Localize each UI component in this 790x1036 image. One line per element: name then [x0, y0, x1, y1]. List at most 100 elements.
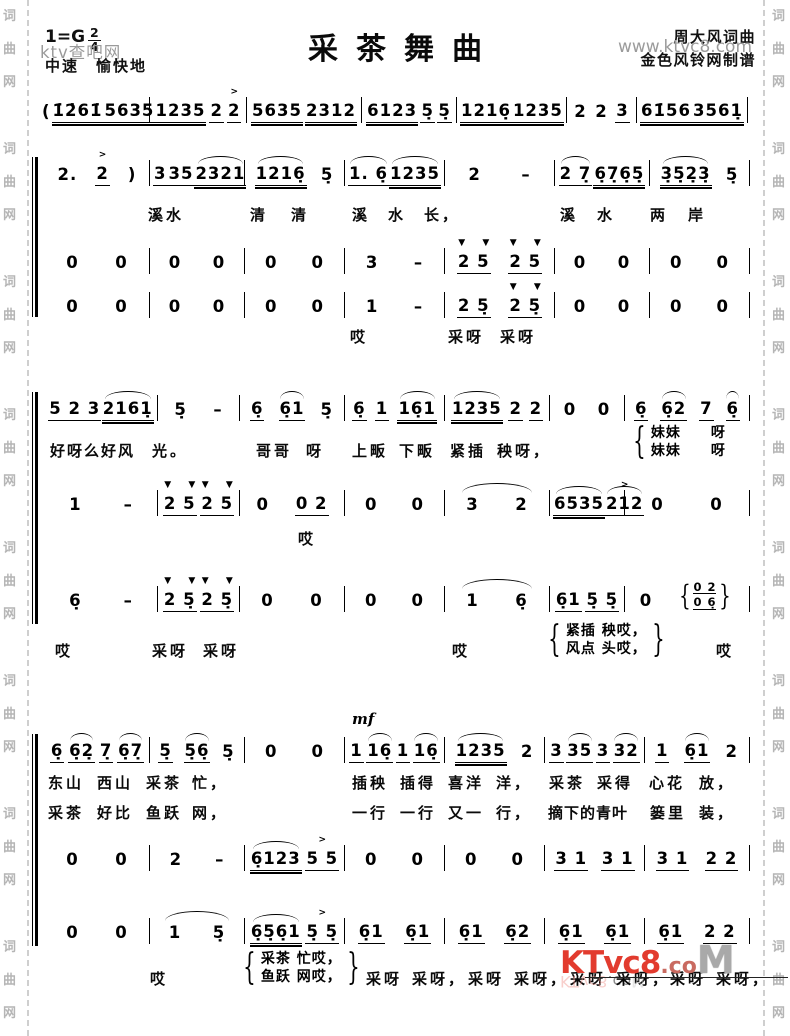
note-group: 1 — [365, 297, 379, 316]
watermark-char-left: 词 — [3, 940, 17, 955]
note-group: 2 5̣ — [456, 296, 491, 318]
note-group: 0 — [365, 495, 378, 514]
watermark-char-left: 词 — [3, 541, 17, 556]
note-group: 3 — [153, 164, 168, 186]
note-group: 0 — [212, 253, 226, 272]
watermark-char-right: 网 — [772, 75, 786, 90]
note-group: 1 — [69, 495, 82, 514]
lyric-word: 采呀 — [366, 970, 403, 988]
note-group: 0 — [256, 495, 269, 514]
note-group: 0 — [617, 253, 631, 272]
measure: 6̣ 6̣1 5̣ — [240, 391, 345, 421]
measure: 0 0 2 — [240, 490, 345, 516]
slur-arc — [69, 733, 94, 741]
accent-mark: > — [318, 835, 334, 845]
lyric-word: 光。 — [152, 442, 189, 460]
lyric-word: 忙， — [192, 774, 229, 792]
note-group: 5̣ — [158, 741, 173, 763]
note-group: 7 — [699, 399, 714, 421]
key-signature: 1=G 2 4 — [45, 26, 101, 53]
note-group: 0 — [617, 297, 631, 316]
accent-mark: ▼ ▼ — [164, 576, 203, 586]
watermark-site: www.ktvc8.com — [618, 37, 752, 57]
note-group: 1̇2̇61̇ — [51, 101, 104, 126]
note-group: 1 — [168, 923, 182, 942]
note-group: 3 — [365, 253, 379, 272]
note-group: 6̣ — [49, 741, 65, 763]
watermark-char-right: 网 — [772, 208, 786, 223]
lyric-word: 紧插 — [450, 442, 487, 460]
measure: 61̇56 3561̣ — [637, 97, 748, 126]
note-group: 0 — [115, 253, 128, 272]
accent-mark: ▼ ▼ — [509, 238, 548, 248]
measure: 6̣1 6̣2 — [445, 918, 545, 944]
note-group: 5̣ — [320, 400, 333, 419]
notation-row-s3-voice3: 0 0 1 5̣ 6̣5̣6̣1 5̣ 5̣ >6̣1 6̣1 6̣1 6̣2 6̣1 6̣1 6̣1 2… — [45, 908, 750, 947]
measure: 1 6̣1 2 — [645, 733, 750, 763]
note-group: 0 — [411, 850, 424, 869]
lyric-word: 一行 — [352, 804, 389, 822]
note-group: 0 — [716, 297, 729, 316]
measure: 2 5̣ 2 5̣ ▼ ▼ — [445, 282, 555, 318]
note-group: 6̣ — [352, 399, 367, 421]
lyric-word: 水 — [388, 206, 407, 224]
watermark-char-right: 曲 — [772, 840, 786, 855]
slur-arc — [453, 391, 500, 399]
note-group: 2 — [169, 850, 183, 869]
note-group: 1235 — [154, 101, 207, 126]
note-group: 5̣ — [437, 101, 452, 123]
note-group: 0 — [716, 253, 729, 272]
lyric-word: 采呀 — [203, 642, 240, 660]
note-group: 0 — [465, 850, 478, 869]
note-group: 2. — [57, 165, 78, 184]
note-group: 5635 — [103, 101, 156, 126]
note-group: 0 — [670, 253, 683, 272]
left-dashed-line — [27, 0, 29, 1036]
slur-arc — [556, 486, 602, 494]
lyric-word: 溪水 — [148, 206, 185, 224]
tie-arc — [461, 579, 533, 589]
note-group: 0 — [265, 297, 278, 316]
lyric-word: 一行 — [400, 804, 437, 822]
measure: 6̣1 6̣1 — [545, 918, 645, 944]
watermark-char-left: 网 — [3, 1006, 17, 1021]
note-group: ) — [127, 165, 137, 184]
watermark-char-right: 曲 — [772, 574, 786, 589]
note-group: 0 — [710, 495, 723, 514]
watermark-char-left: 曲 — [3, 707, 17, 722]
system-bracket — [32, 392, 39, 624]
note-group: 6̣2 — [504, 922, 532, 944]
lyric-word: 哎 — [350, 328, 369, 346]
measure: 6̣1 6̣1 — [345, 918, 445, 944]
watermark-char-right: 曲 — [772, 973, 786, 988]
tie-arc — [165, 911, 229, 921]
note-group: 0 — [311, 297, 324, 316]
measure: 1. 6̣ 1235 — [345, 156, 445, 189]
logo-suffix: .co — [660, 954, 697, 979]
notation-row-s1-voice3: 0 0 0 0 0 0 1–2 5̣ 2 5̣ ▼ ▼ 0 0 0 0 — [45, 282, 750, 318]
watermark-char-right: 词 — [772, 541, 786, 556]
note-group: 5 2 3 — [48, 399, 102, 421]
note-group: 2 > — [227, 87, 242, 123]
note-group: 0 — [651, 495, 664, 514]
accent-mark: ▼ ▼ — [201, 576, 240, 586]
note-group: – — [213, 400, 223, 419]
watermark-char-right: 词 — [772, 674, 786, 689]
lyric-word: 采茶 — [146, 774, 183, 792]
note-group: 5̣6̣ — [183, 733, 211, 763]
note-group: 0 — [310, 591, 323, 610]
accent-mark: ▼ ▼ — [458, 238, 497, 248]
measure: 2 7̣ 6̣7̣6̣5̣ — [555, 156, 650, 189]
lyric-word: 采得 — [597, 774, 634, 792]
measure: 3– — [345, 248, 445, 274]
lyric-word: 鱼跃 — [146, 804, 183, 822]
note-group: ( — [42, 102, 51, 121]
measure: 6̣ 1 16̣1 — [345, 391, 445, 424]
note-group: – — [215, 850, 225, 869]
note-group: 6̣ — [69, 591, 82, 610]
